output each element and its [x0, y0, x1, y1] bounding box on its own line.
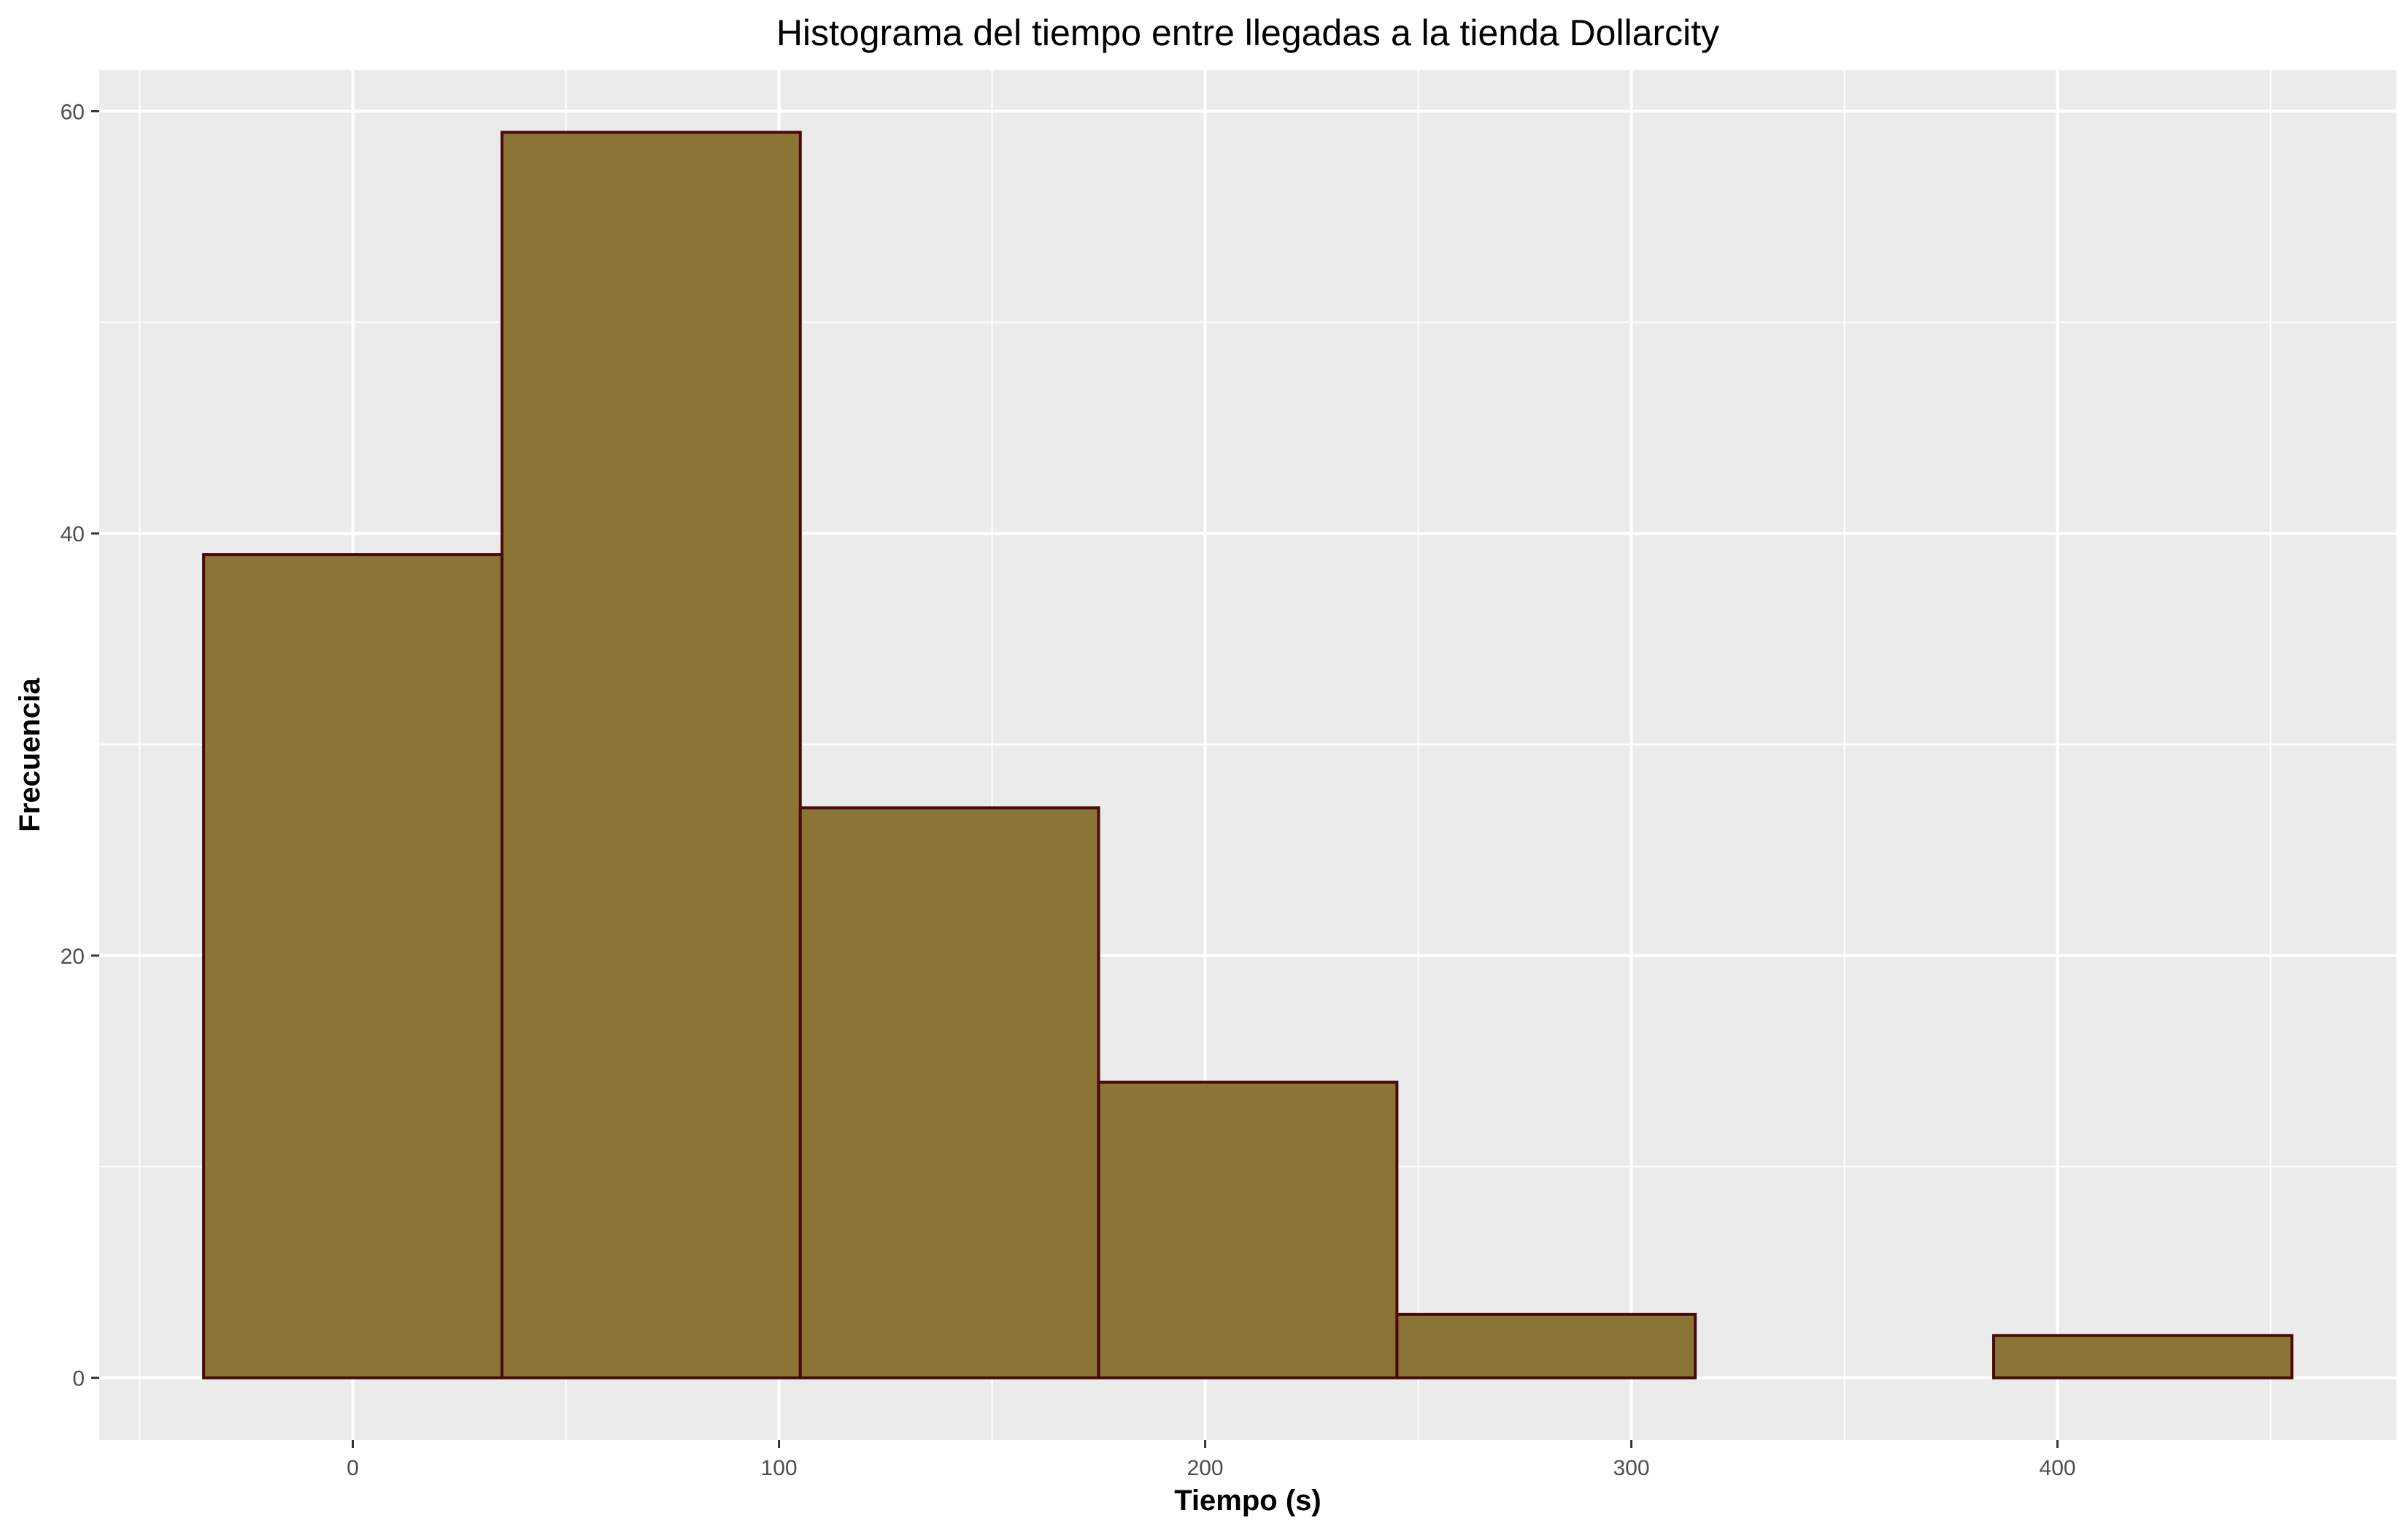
histogram-bar-2: [500, 131, 802, 1380]
histogram-bar-7: [1992, 1334, 2293, 1380]
histogram-bars: [202, 131, 2293, 1380]
y-tick-label: 0: [72, 1367, 85, 1391]
y-axis-title: Frecuencia: [14, 678, 46, 832]
histogram-bar-4: [1097, 1080, 1399, 1380]
y-tick-label: 60: [61, 100, 85, 124]
chart-title: Histograma del tiempo entre llegadas a l…: [776, 12, 1719, 53]
x-axis-title: Tiempo (s): [1174, 1485, 1321, 1517]
y-axis: 0 20 40 60: [61, 100, 99, 1391]
histogram-bar-5: [1395, 1312, 1697, 1380]
y-tick-label: 20: [61, 945, 85, 969]
x-tick-label: 300: [1613, 1456, 1650, 1480]
x-tick-label: 0: [347, 1456, 359, 1480]
histogram-bar-1: [202, 553, 503, 1380]
x-tick-label: 200: [1187, 1456, 1224, 1480]
y-tick-label: 40: [61, 522, 85, 546]
x-tick-label: 100: [761, 1456, 798, 1480]
x-axis: 0 100 200 300 400: [347, 1440, 2076, 1480]
x-tick-label: 400: [2040, 1456, 2076, 1480]
histogram-bar-3: [798, 806, 1100, 1380]
